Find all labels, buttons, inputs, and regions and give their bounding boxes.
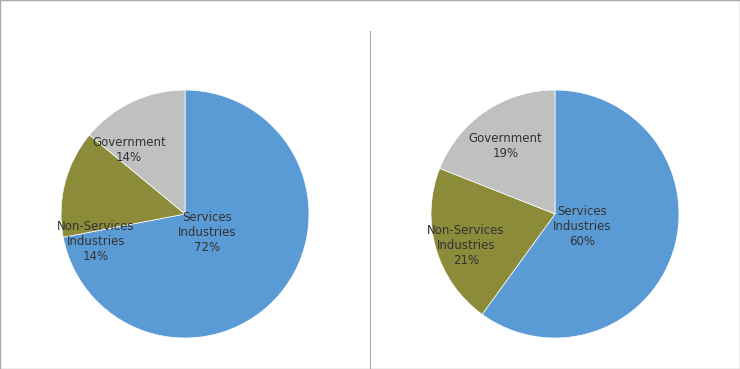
Text: Non-Services
Industries
21%: Non-Services Industries 21% [427,224,505,266]
Wedge shape [431,168,555,314]
Wedge shape [63,90,309,338]
Text: EMPLOYMENT BY SECTOR, 2013: EMPLOYMENT BY SECTOR, 2013 [7,11,230,24]
Text: WEST: WEST [165,39,205,52]
Wedge shape [482,90,679,338]
Text: Government
14%: Government 14% [92,135,166,163]
Text: Non-Services
Industries
14%: Non-Services Industries 14% [57,220,135,263]
Text: Services
Industries
72%: Services Industries 72% [178,211,237,254]
Wedge shape [61,135,185,237]
Text: Services
Industries
60%: Services Industries 60% [553,205,611,248]
Wedge shape [440,90,555,214]
Text: NON-METRO WEST: NON-METRO WEST [490,39,620,52]
Text: Government
19%: Government 19% [468,132,542,160]
Wedge shape [90,90,185,214]
